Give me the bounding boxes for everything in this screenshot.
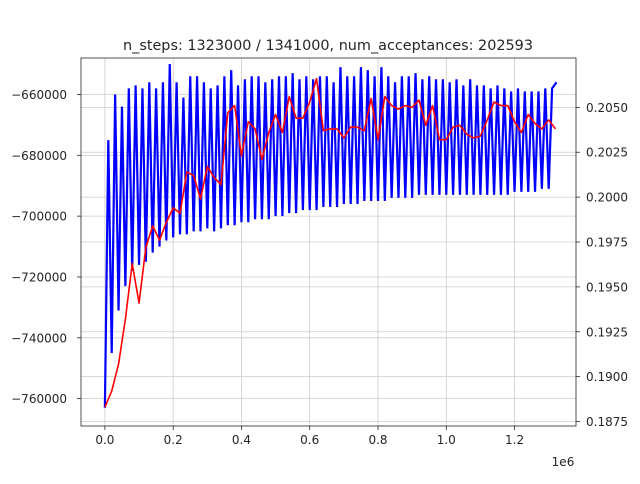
x-offset-label: 1e6	[552, 455, 575, 469]
x-tick-label: 0.6	[300, 433, 319, 447]
x-tick-label: 0.8	[368, 433, 387, 447]
x-tick-label: 1.2	[505, 433, 524, 447]
blue-series-line	[103, 64, 558, 408]
right-y-tick-label: 0.1875	[586, 415, 628, 429]
x-tick-label: 0.4	[232, 433, 251, 447]
right-y-tick-label: 0.1975	[586, 236, 628, 250]
left-y-tick-label: −760000	[11, 392, 67, 406]
axes-layer: 0.0 0.2 0.4 0.6 0.8 1.0 1.2 −760000 −740000 −7200…	[11, 57, 628, 447]
red-series-line	[104, 77, 557, 408]
right-y-tick-label: 0.2050	[586, 101, 628, 115]
left-y-tick-label: −740000	[11, 331, 67, 345]
plot-frame	[80, 57, 577, 427]
x-tick-label: 1.0	[437, 433, 456, 447]
x-tick-label: 0.2	[164, 433, 183, 447]
right-y-tick-label: 0.2025	[586, 146, 628, 160]
right-y-tick-label: 0.1925	[586, 325, 628, 339]
left-y-tick-label: −720000	[11, 270, 67, 284]
chart-title: n_steps: 1323000 / 1341000, num_acceptan…	[123, 38, 533, 54]
left-y-tick-label: −680000	[11, 149, 67, 163]
left-y-tick-label: −660000	[11, 88, 67, 102]
series-layer	[103, 64, 558, 408]
left-y-tick-label: −700000	[11, 210, 67, 224]
right-y-tick-label: 0.1950	[586, 280, 628, 294]
x-tick-label: 0.0	[95, 433, 114, 447]
right-y-tick-label: 0.2000	[586, 191, 628, 205]
right-y-tick-label: 0.1900	[586, 370, 628, 384]
